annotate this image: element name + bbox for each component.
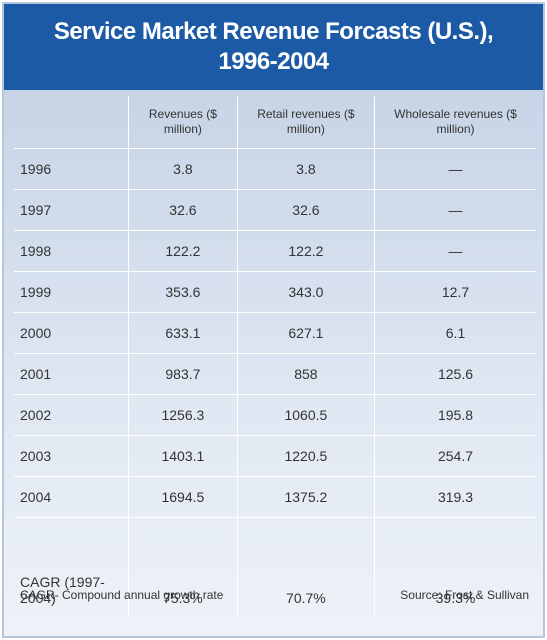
table-row: 1996 3.8 3.8— (14, 148, 536, 190)
row-label: 2002 (14, 394, 129, 436)
header-row: Revenues ($ million) Retail revenues ($ m… (14, 96, 536, 149)
cell: 633.1 (128, 312, 238, 354)
column-header: Revenues ($ million) (128, 96, 238, 149)
cell: 6.1 (374, 312, 536, 354)
title: Service Market Revenue Forcasts (U.S.), … (4, 4, 543, 90)
cell: 353.6 (128, 271, 238, 313)
source: Source: Frost & Sullivan (400, 588, 529, 602)
cell: 75.3% (128, 517, 238, 616)
row-label: 2000 (14, 312, 129, 354)
cell: 125.6 (374, 353, 536, 395)
cell: 195.8 (374, 394, 536, 436)
cell: 254.7 (374, 435, 536, 477)
cell: 627.1 (237, 312, 376, 354)
cell: 983.7 (128, 353, 238, 395)
cell: 3.8 (128, 148, 238, 190)
row-label: 2003 (14, 435, 129, 477)
table-row: 2002 1256.3 1060.5 195.8 (14, 394, 536, 436)
data-table: Revenues ($ million) Retail revenues ($ m… (14, 96, 536, 616)
row-label: 1996 (14, 148, 129, 190)
cell: 3.8 (237, 148, 376, 190)
row-label: 1999 (14, 271, 129, 313)
table-row: 1998 122.2 122.2— (14, 230, 536, 272)
table-row: 2003 1403.1 1220.5 254.7 (14, 435, 536, 477)
cell: 1256.3 (128, 394, 238, 436)
cell: 39.3% (435, 590, 476, 606)
cell: — (374, 148, 536, 190)
footnote: CAGR- Compound annual growth rate (20, 588, 224, 602)
table-row: 1997 32.6 32.6— (14, 189, 536, 231)
cell: 858 (237, 353, 376, 395)
cell: 12.7 (374, 271, 536, 313)
row-label: 2001 (14, 353, 129, 395)
table-row: 2000 633.1 627.1 6.1 (14, 312, 536, 354)
column-header (14, 96, 129, 149)
cell: — (374, 189, 536, 231)
cell: — (374, 230, 536, 272)
column-header: Wholesale revenues ($ million) (374, 96, 536, 149)
cell: 343.0 (237, 271, 376, 313)
cell: 122.2 (128, 230, 238, 272)
cell: 1694.5 (128, 476, 238, 518)
table-row: 1999 353.6 343.0 12.7 (14, 271, 536, 313)
cell: 1220.5 (237, 435, 376, 477)
cell: 122.2 (237, 230, 376, 272)
cell: 70.7% (237, 517, 376, 616)
table-row: 2004 1694.5 1375.2 319.3 (14, 476, 536, 518)
row-label: 1997 (14, 189, 129, 231)
column-header: Retail revenues ($ million) (237, 96, 376, 149)
cell: 1403.1 (128, 435, 238, 477)
row-label: 1998 (14, 230, 129, 272)
footer: CAGR- Compound annual growth rate Source… (20, 588, 529, 602)
cell: 32.6 (237, 189, 376, 231)
table-row: CAGR (1997-2004) 75.3% 70.7% 39.3% (14, 517, 536, 616)
cell: 1060.5 (237, 394, 376, 436)
cell: 319.3 (374, 476, 536, 518)
row-label: CAGR (1997-2004) (14, 517, 129, 616)
cell: 1375.2 (237, 476, 376, 518)
row-label: 2004 (14, 476, 129, 518)
table-row: 2001 983.7 858 125.6 (14, 353, 536, 395)
cell: 32.6 (128, 189, 238, 231)
